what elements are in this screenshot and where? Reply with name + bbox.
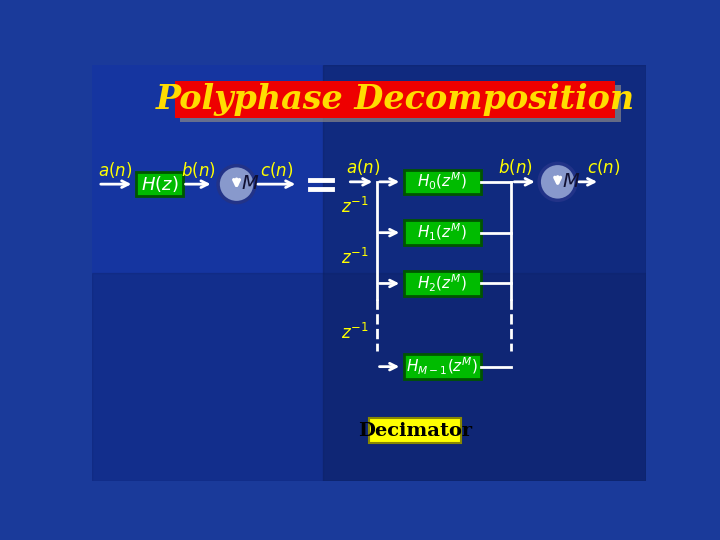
Bar — [92, 273, 647, 481]
Text: $H_1(z^M)$: $H_1(z^M)$ — [418, 222, 467, 243]
Text: $M$: $M$ — [562, 173, 580, 191]
Bar — [404, 354, 481, 379]
FancyBboxPatch shape — [180, 85, 621, 122]
Text: $H(z)$: $H(z)$ — [141, 174, 179, 194]
Text: $z^{-1}$: $z^{-1}$ — [341, 248, 369, 268]
Text: $H_0(z^M)$: $H_0(z^M)$ — [418, 171, 467, 192]
Bar — [323, 65, 647, 481]
Text: $b(n)$: $b(n)$ — [181, 160, 215, 180]
Text: Decimator: Decimator — [358, 422, 472, 440]
Ellipse shape — [218, 166, 255, 202]
Text: $H_{M-1}(z^M)$: $H_{M-1}(z^M)$ — [406, 356, 478, 377]
Bar — [404, 170, 481, 194]
Text: $b(n)$: $b(n)$ — [498, 157, 533, 177]
Text: $a(n)$: $a(n)$ — [346, 157, 380, 177]
Bar — [404, 271, 481, 296]
FancyBboxPatch shape — [175, 81, 616, 118]
Text: $M$: $M$ — [241, 175, 259, 193]
Text: $a(n)$: $a(n)$ — [98, 160, 132, 180]
Bar — [404, 220, 481, 245]
Bar — [137, 172, 183, 197]
Ellipse shape — [539, 164, 576, 200]
Text: $z^{-1}$: $z^{-1}$ — [341, 323, 369, 343]
Text: Polyphase Decomposition: Polyphase Decomposition — [156, 83, 635, 116]
Text: $z^{-1}$: $z^{-1}$ — [341, 197, 369, 217]
Bar — [369, 418, 462, 443]
Text: $c(n)$: $c(n)$ — [260, 160, 293, 180]
Text: $c(n)$: $c(n)$ — [588, 157, 621, 177]
Text: $H_2(z^M)$: $H_2(z^M)$ — [418, 273, 467, 294]
